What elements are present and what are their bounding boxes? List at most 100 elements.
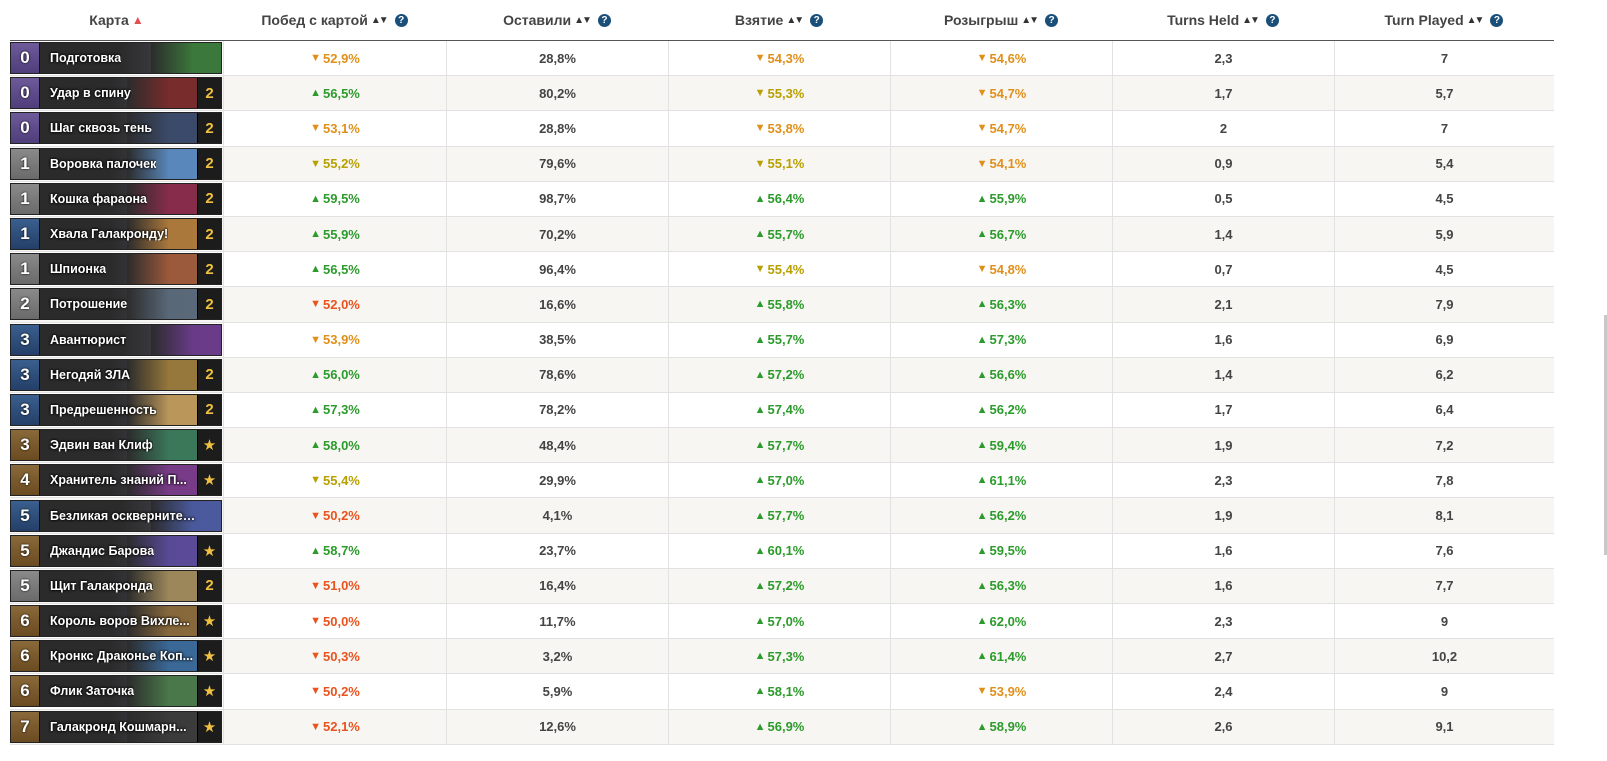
header-drawn[interactable]: Взятие ▲▼? (668, 0, 890, 40)
stat-value: 50,0% (323, 613, 360, 629)
card-name: Потрошение (50, 297, 128, 312)
trend-up-icon: ▲ (754, 615, 766, 628)
card-tile[interactable]: 4 Хранитель знаний П... ★ (10, 464, 222, 497)
turns-held-cell: 1,4 (1112, 357, 1334, 392)
turn-played-cell: 5,4 (1334, 146, 1554, 181)
stat-value: 58,7% (323, 543, 360, 559)
win-rate-cell: ▲ 56,0% (223, 357, 446, 392)
sort-arrows-icon[interactable]: ▲▼ (1466, 14, 1485, 26)
card-count: 2 (197, 394, 221, 425)
card-image (127, 254, 197, 285)
card-cost: 3 (11, 430, 40, 461)
help-icon[interactable]: ? (394, 13, 408, 27)
table-row: 3 Предрешенность 2 ▲ 57,3% 78,2% ▲ 57,4% ▲ 56,2% 1… (10, 392, 1554, 429)
sort-arrows-icon[interactable]: ▲▼ (370, 14, 389, 26)
sort-arrows-icon[interactable]: ▲ (131, 13, 144, 27)
turn-played-cell: 7 (1334, 111, 1554, 146)
card-tile[interactable]: 5 Щит Галакронда 2 (10, 569, 222, 602)
sort-arrows-icon[interactable]: ▲▼ (1021, 14, 1039, 26)
kept-cell: 29,9% (446, 463, 668, 498)
turn-played-cell: 7,8 (1334, 463, 1554, 498)
help-icon[interactable]: ? (597, 13, 611, 27)
card-tile[interactable]: 0 Удар в спину 2 (10, 77, 222, 110)
table-row: 3 Негодяй ЗЛА 2 ▲ 56,0% 78,6% ▲ 57,2% ▲ 56,6% 1,4 6… (10, 357, 1554, 393)
trend-up-icon: ▲ (754, 720, 766, 733)
card-cell: 1 Шпионка 2 (10, 252, 223, 286)
help-icon[interactable]: ? (810, 13, 824, 27)
stat-value: 55,9% (989, 191, 1027, 207)
stat-value: 56,7% (989, 226, 1027, 242)
kept-cell: 12,6% (446, 709, 668, 744)
card-tile[interactable]: 1 Шпионка 2 (10, 253, 222, 286)
turn-played-cell: 7,7 (1334, 568, 1554, 603)
card-tile[interactable]: 1 Воровка палочек 2 (10, 147, 222, 180)
card-tile[interactable]: 3 Негодяй ЗЛА 2 (10, 358, 222, 391)
card-tile[interactable]: 3 Предрешенность 2 (10, 393, 222, 426)
header-kept[interactable]: Оставили ▲▼? (446, 0, 668, 40)
card-tile[interactable]: 0 Подготовка (10, 42, 222, 75)
trend-down-icon: ▼ (310, 333, 321, 346)
card-cell: 1 Хвала Галакронду! 2 (10, 217, 223, 251)
turn-played-cell: 7,9 (1334, 287, 1554, 322)
played-cell: ▲ 56,3% (890, 287, 1112, 322)
card-cell: 7 Галакронд Кошмарн... ★ (10, 710, 223, 744)
card-tile[interactable]: 6 Флик Заточка ★ (10, 675, 222, 708)
card-image (127, 148, 197, 179)
sort-arrows-icon[interactable]: ▲▼ (574, 14, 592, 26)
drawn-cell: ▼ 55,3% (668, 76, 890, 111)
card-tile[interactable]: 6 Король воров Вихле... ★ (10, 605, 222, 638)
card-image (151, 43, 221, 74)
kept-cell: 11,7% (446, 604, 668, 639)
turn-played-cell: 4,5 (1334, 252, 1554, 287)
table-header: Карта ▲ Побед с картой ▲▼? Оставили ▲▼? Взятие… (10, 0, 1554, 41)
turns-held-cell: 2 (1112, 111, 1334, 146)
header-turns-held[interactable]: Turns Held ▲▼? (1112, 0, 1334, 40)
card-tile[interactable]: 5 Джандис Барова ★ (10, 534, 222, 567)
card-tile[interactable]: 5 Безликая осквернитель... (10, 499, 222, 532)
trend-up-icon: ▲ (310, 263, 321, 276)
card-tile[interactable]: 1 Кошка фараона 2 (10, 182, 222, 215)
card-count: 2 (197, 359, 221, 390)
turns-held-cell: 1,7 (1112, 76, 1334, 111)
scrollbar[interactable] (1604, 315, 1607, 555)
kept-cell: 78,6% (446, 357, 668, 392)
help-icon[interactable]: ? (1490, 13, 1504, 27)
card-tile[interactable]: 6 Кронкс Драконье Коп... ★ (10, 640, 222, 673)
stat-value: 56,3% (989, 296, 1027, 312)
header-label: Взятие (734, 12, 784, 28)
played-cell: ▲ 56,2% (890, 498, 1112, 533)
header-card[interactable]: Карта ▲ (10, 0, 223, 40)
card-tile[interactable]: 7 Галакронд Кошмарн... ★ (10, 710, 222, 743)
header-win-rate[interactable]: Побед с картой ▲▼? (223, 0, 446, 40)
header-turn-played[interactable]: Turn Played ▲▼? (1334, 0, 1554, 40)
win-rate-cell: ▲ 56,5% (223, 252, 446, 287)
help-icon[interactable]: ? (1045, 13, 1059, 27)
drawn-cell: ▲ 57,7% (668, 428, 890, 463)
drawn-cell: ▲ 57,0% (668, 463, 890, 498)
card-tile[interactable]: 0 Шаг сквозь тень 2 (10, 112, 222, 145)
trend-up-icon: ▲ (976, 615, 988, 628)
trend-up-icon: ▲ (754, 403, 766, 416)
stat-value: 50,2% (323, 683, 360, 699)
sort-arrows-icon[interactable]: ▲▼ (786, 14, 804, 26)
trend-up-icon: ▲ (976, 544, 988, 557)
drawn-cell: ▼ 55,1% (668, 146, 890, 181)
trend-down-icon: ▼ (310, 720, 321, 733)
stat-value: 58,9% (989, 719, 1027, 735)
card-tile[interactable]: 3 Авантюрист (10, 323, 222, 356)
trend-up-icon: ▲ (310, 439, 321, 452)
card-tile[interactable]: 2 Потрошение 2 (10, 288, 222, 321)
help-icon[interactable]: ? (1265, 13, 1279, 27)
card-tile[interactable]: 1 Хвала Галакронду! 2 (10, 218, 222, 251)
trend-down-icon: ▼ (310, 52, 321, 65)
stat-value: 56,3% (989, 578, 1027, 594)
stat-value: 56,5% (323, 261, 360, 277)
header-played[interactable]: Розыгрыш ▲▼? (890, 0, 1112, 40)
card-tile[interactable]: 3 Эдвин ван Клиф ★ (10, 429, 222, 462)
card-image (127, 570, 197, 601)
stat-value: 57,7% (767, 508, 805, 524)
legendary-star-icon: ★ (197, 676, 221, 707)
sort-arrows-icon[interactable]: ▲▼ (1242, 14, 1260, 26)
card-name: Галакронд Кошмарн... (50, 719, 187, 734)
stat-value: 55,8% (767, 296, 805, 312)
